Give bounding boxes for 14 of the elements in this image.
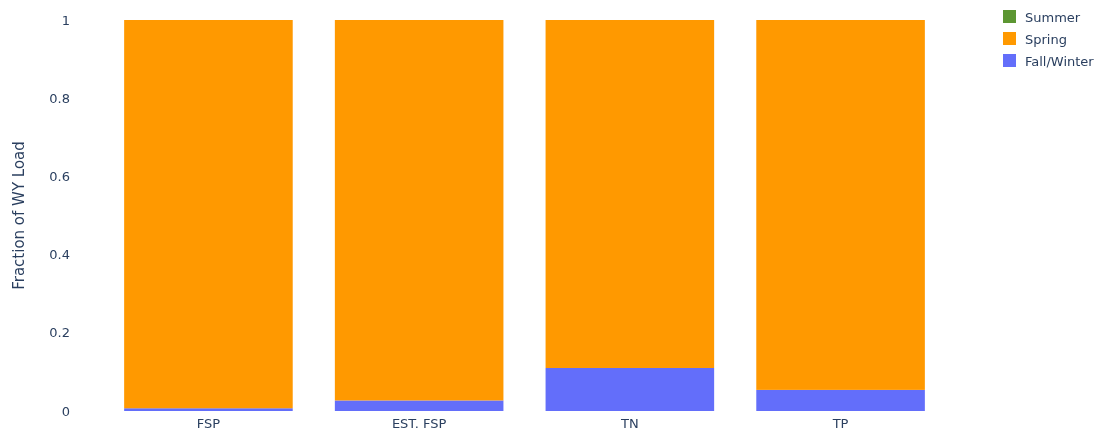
y-tick-label: 0.6 bbox=[49, 168, 70, 184]
legend-label: Spring bbox=[1025, 31, 1067, 47]
x-tick-label: EST. FSP bbox=[391, 416, 447, 431]
legend-label: Fall/Winter bbox=[1025, 53, 1095, 69]
y-tick-label: 0.4 bbox=[49, 247, 70, 263]
y-tick-label: 0 bbox=[61, 403, 70, 419]
x-tick-label: TN bbox=[620, 416, 639, 431]
y-tick-label: 1 bbox=[61, 12, 70, 28]
legend-label: Summer bbox=[1025, 9, 1081, 25]
x-tick-label: TP bbox=[831, 416, 849, 431]
y-axis-title: Fraction of WY Load bbox=[10, 141, 28, 290]
x-tick-label: FSP bbox=[196, 416, 221, 431]
y-tick-label: 0.2 bbox=[49, 325, 70, 341]
y-tick-label: 0.8 bbox=[49, 90, 70, 106]
